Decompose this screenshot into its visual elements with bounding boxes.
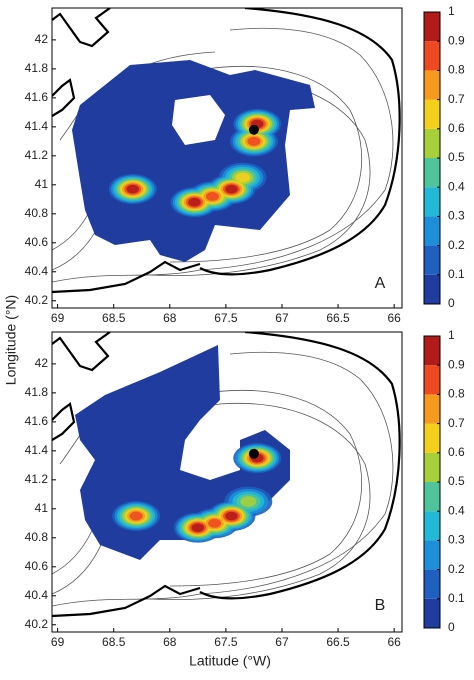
x-tick-label: 69 [51,311,65,325]
colorbar-segment [424,511,440,541]
y-tick-label: 41.4 [25,443,49,457]
colorbar-tick-label: 1 [448,4,455,18]
y-tick-label: 40.2 [25,617,49,631]
colorbar-segment [424,187,440,217]
y-tick-label: 41 [35,501,49,515]
panel-b: B [51,331,403,633]
colorbar-tick-label: 0.4 [448,503,465,517]
x-tick-label: 66.5 [326,311,350,325]
x-tick-label: 69 [51,635,65,649]
colorbar-tick-label: 0.4 [448,179,465,193]
release-marker [248,448,259,459]
x-axis-label: Latitude (°W) [189,653,271,669]
colorbar-segment [424,216,440,246]
panel-label: A [375,275,386,292]
colorbar-segment [424,274,440,304]
x-tick-label: 66.5 [326,635,350,649]
colorbar-tick-label: 1 [448,328,455,342]
y-tick-label: 41.4 [25,119,49,133]
colorbar-tick-label: 0.2 [448,562,465,576]
colorbar-segment [424,394,440,424]
y-tick-label: 40.6 [25,559,49,573]
colorbar-tick-label: 0 [448,296,455,310]
colorbar-segment [424,482,440,512]
colorbar-tick-label: 0.5 [448,474,465,488]
probability-hotspot [188,197,201,207]
colorbar-tick-label: 0.6 [448,445,465,459]
colorbar-tick-label: 0.8 [448,387,465,401]
probability-hotspot [240,496,257,507]
colorbar-segment [424,540,440,570]
x-tick-label: 68 [163,635,177,649]
panel-label: B [375,597,386,614]
colorbar-segment [424,70,440,100]
x-tick-label: 68.5 [102,311,126,325]
colorbar-tick-label: 0.6 [448,121,465,135]
plot-frame [51,331,403,633]
y-tick-label: 40.4 [25,264,49,278]
x-tick-label: 67.5 [214,635,238,649]
colorbar-tick-label: 0.9 [448,357,465,371]
probability-hotspot [247,136,261,146]
y-axis-label: Longitude (°N) [3,295,19,385]
colorbar-tick-label: 0.9 [448,33,465,47]
probability-hotspot [235,172,251,183]
colorbar-segment [424,245,440,275]
y-tick-label: 40.6 [25,235,49,249]
x-tick-label: 67.5 [214,311,238,325]
y-tick-label: 40.4 [25,588,49,602]
colorbar-segment [424,598,440,628]
y-tick-label: 40.2 [25,293,49,307]
x-tick-label: 67 [275,635,289,649]
colorbar-segment [424,12,440,42]
colorbar-tick-label: 0.3 [448,209,465,223]
release-marker [248,124,259,135]
colorbar-segment [424,336,440,366]
y-tick-label: 42 [35,356,49,370]
y-tick-label: 42 [35,32,49,46]
x-tick-label: 66 [387,635,401,649]
colorbar-tick-label: 0 [448,620,455,634]
y-tick-label: 41.6 [25,414,49,428]
colorbar-tick-label: 0.1 [448,267,465,281]
probability-hotspot [225,511,238,521]
colorbar-tick-label: 0.3 [448,533,465,547]
probability-hotspot [191,523,205,532]
y-tick-label: 41.6 [25,90,49,104]
x-tick-label: 68.5 [102,635,126,649]
x-tick-label: 66 [387,311,401,325]
colorbar-segment [424,569,440,599]
y-tick-label: 41.2 [25,472,49,486]
x-tick-label: 67 [275,311,289,325]
y-tick-label: 41.8 [25,385,49,399]
panel-a: A [51,7,403,309]
colorbar-tick-label: 0.7 [448,92,465,106]
y-tick-label: 41.8 [25,61,49,75]
plot-frame [51,7,403,309]
colorbar-tick-label: 0.5 [448,150,465,164]
colorbar-segment [424,41,440,71]
colorbar-tick-label: 0.8 [448,63,465,77]
colorbar-tick-label: 0.2 [448,238,465,252]
y-tick-label: 41 [35,177,49,191]
probability-hotspot [126,184,139,194]
colorbar-segment [424,99,440,129]
colorbar-segment [424,452,440,482]
y-tick-label: 40.8 [25,530,49,544]
probability-hotspot [205,191,219,201]
probability-hotspot [225,184,238,194]
y-tick-label: 41.2 [25,148,49,162]
probability-hotspot [208,518,222,528]
y-tick-label: 40.8 [25,206,49,220]
probability-hotspot [129,511,143,521]
colorbar-segment [424,365,440,395]
colorbar-segment [424,158,440,188]
colorbar-tick-label: 0.7 [448,416,465,430]
colorbar-segment [424,128,440,158]
colorbar-tick-label: 0.1 [448,591,465,605]
colorbar-segment [424,423,440,453]
x-tick-label: 68 [163,311,177,325]
